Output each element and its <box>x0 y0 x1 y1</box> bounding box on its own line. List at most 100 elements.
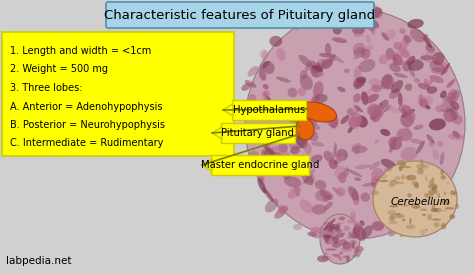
Ellipse shape <box>259 176 264 182</box>
Ellipse shape <box>261 149 267 159</box>
Ellipse shape <box>425 80 433 87</box>
Ellipse shape <box>410 28 426 42</box>
Ellipse shape <box>421 164 429 169</box>
Ellipse shape <box>319 189 333 200</box>
Ellipse shape <box>437 140 444 147</box>
Ellipse shape <box>245 80 256 88</box>
Ellipse shape <box>434 208 442 213</box>
Ellipse shape <box>388 167 392 171</box>
Ellipse shape <box>381 159 396 169</box>
Ellipse shape <box>347 169 362 177</box>
Ellipse shape <box>286 100 301 115</box>
Ellipse shape <box>306 129 318 141</box>
Ellipse shape <box>296 118 314 140</box>
Ellipse shape <box>353 53 362 59</box>
Ellipse shape <box>405 39 410 46</box>
Ellipse shape <box>398 47 410 59</box>
Ellipse shape <box>422 213 426 216</box>
Ellipse shape <box>374 192 381 207</box>
Ellipse shape <box>352 242 355 249</box>
Ellipse shape <box>348 113 362 129</box>
Ellipse shape <box>341 247 352 252</box>
Ellipse shape <box>327 158 334 165</box>
Ellipse shape <box>268 145 281 158</box>
Ellipse shape <box>415 191 427 203</box>
Ellipse shape <box>344 68 350 73</box>
Ellipse shape <box>305 60 315 71</box>
Ellipse shape <box>346 255 350 262</box>
Ellipse shape <box>351 145 367 153</box>
Ellipse shape <box>264 148 276 165</box>
Ellipse shape <box>365 94 379 103</box>
Ellipse shape <box>446 92 456 103</box>
Ellipse shape <box>332 236 339 244</box>
Ellipse shape <box>352 229 356 234</box>
Ellipse shape <box>353 76 365 87</box>
Polygon shape <box>202 159 212 171</box>
Ellipse shape <box>325 226 336 232</box>
Ellipse shape <box>277 151 290 163</box>
Ellipse shape <box>345 9 353 17</box>
Ellipse shape <box>329 113 338 129</box>
Ellipse shape <box>441 223 446 229</box>
Ellipse shape <box>321 230 329 234</box>
Ellipse shape <box>405 84 412 91</box>
Ellipse shape <box>408 207 419 215</box>
Ellipse shape <box>299 118 310 125</box>
Ellipse shape <box>391 213 398 216</box>
Ellipse shape <box>393 73 408 78</box>
Ellipse shape <box>429 188 441 201</box>
Ellipse shape <box>394 214 404 218</box>
Ellipse shape <box>369 161 381 170</box>
Ellipse shape <box>328 236 335 240</box>
Ellipse shape <box>389 88 401 99</box>
Ellipse shape <box>264 147 274 154</box>
Ellipse shape <box>329 224 340 229</box>
Ellipse shape <box>258 98 272 107</box>
Ellipse shape <box>400 37 408 52</box>
Ellipse shape <box>255 106 264 118</box>
Ellipse shape <box>382 203 391 216</box>
Ellipse shape <box>325 249 337 250</box>
Ellipse shape <box>412 181 418 186</box>
Ellipse shape <box>379 102 383 106</box>
Ellipse shape <box>294 186 300 196</box>
Ellipse shape <box>335 165 345 179</box>
Ellipse shape <box>300 75 313 90</box>
Ellipse shape <box>333 25 342 35</box>
Ellipse shape <box>354 105 360 110</box>
Ellipse shape <box>264 93 273 104</box>
Ellipse shape <box>316 63 321 68</box>
Ellipse shape <box>312 62 317 68</box>
Ellipse shape <box>335 229 343 233</box>
Ellipse shape <box>300 70 308 79</box>
Ellipse shape <box>299 135 311 140</box>
Ellipse shape <box>262 50 267 63</box>
Ellipse shape <box>323 237 334 239</box>
Ellipse shape <box>269 36 282 47</box>
Ellipse shape <box>442 200 450 205</box>
Ellipse shape <box>384 105 391 112</box>
Ellipse shape <box>383 219 396 225</box>
Ellipse shape <box>432 177 435 182</box>
Ellipse shape <box>355 178 361 181</box>
Text: 3. Three lobes:: 3. Three lobes: <box>10 83 82 93</box>
Ellipse shape <box>336 149 348 161</box>
Text: Pituitary gland: Pituitary gland <box>221 128 294 138</box>
Ellipse shape <box>266 105 273 110</box>
Ellipse shape <box>452 131 460 138</box>
Ellipse shape <box>347 108 355 116</box>
Ellipse shape <box>365 35 371 44</box>
Ellipse shape <box>331 55 344 63</box>
Ellipse shape <box>336 187 346 196</box>
Ellipse shape <box>365 22 372 27</box>
Ellipse shape <box>374 139 379 144</box>
Ellipse shape <box>399 165 403 171</box>
Ellipse shape <box>453 192 457 196</box>
Ellipse shape <box>401 204 409 207</box>
Ellipse shape <box>323 222 333 226</box>
Ellipse shape <box>328 224 336 231</box>
Ellipse shape <box>260 61 270 69</box>
Ellipse shape <box>307 232 317 237</box>
Ellipse shape <box>351 232 359 238</box>
